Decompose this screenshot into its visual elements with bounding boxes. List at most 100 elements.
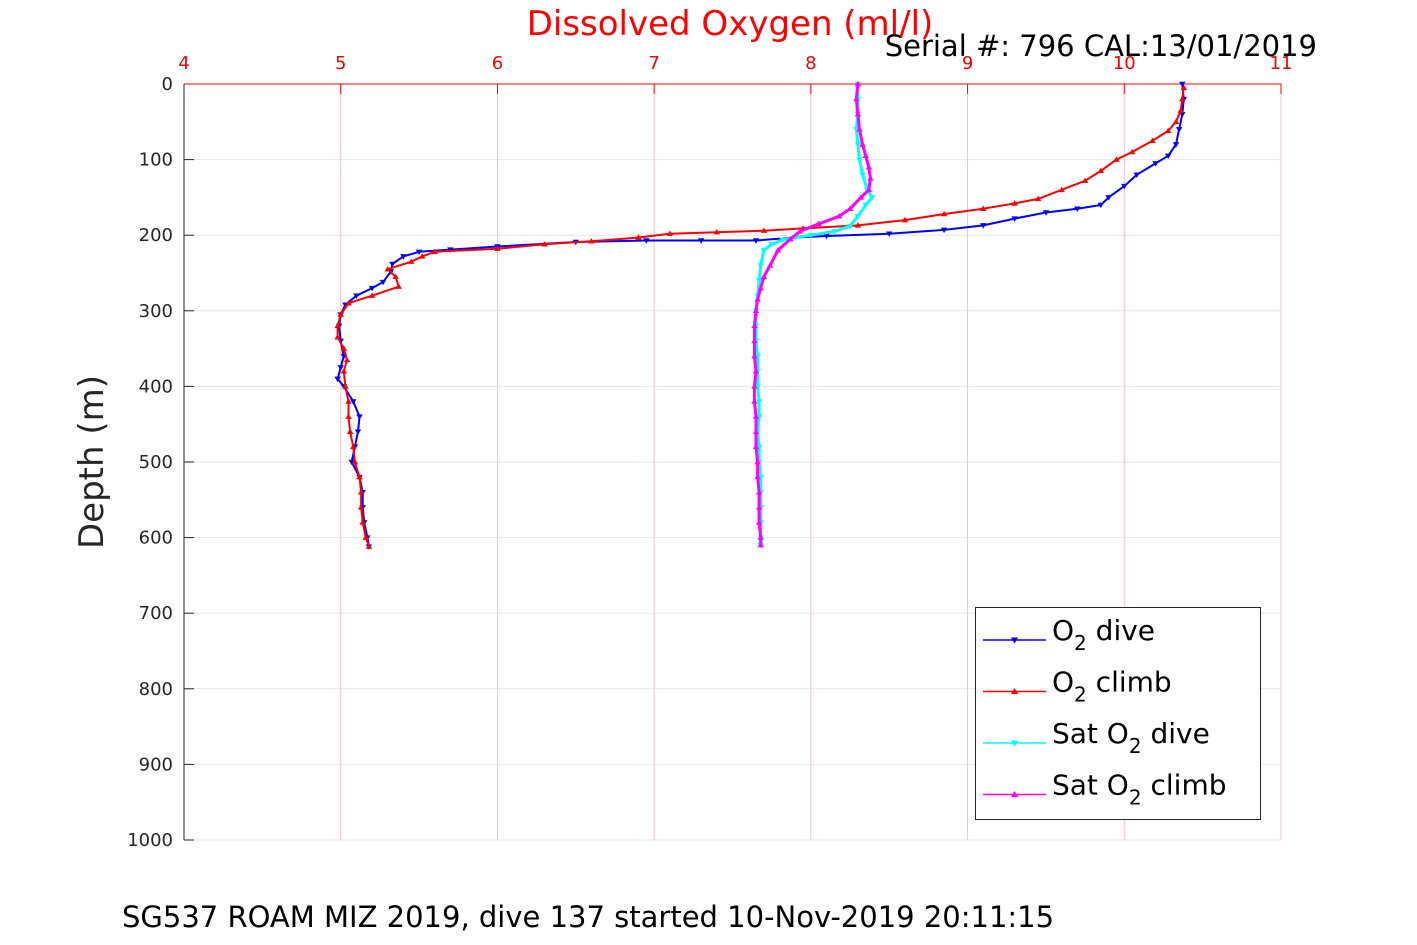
legend: O2 dive O2 climb Sat O2 dive Sat O2 climb (975, 607, 1261, 820)
y-tick-label: 900 (139, 754, 173, 775)
data-point (419, 253, 426, 259)
data-point (980, 223, 987, 229)
x-tick-label: 5 (335, 53, 346, 74)
data-series (334, 80, 1188, 550)
data-point (348, 459, 355, 466)
data-point (337, 311, 344, 317)
data-point (1177, 107, 1184, 113)
data-point (854, 222, 862, 228)
y-tick-label: 500 (139, 452, 173, 473)
data-point (1113, 156, 1120, 162)
data-point (854, 142, 862, 148)
y-tick-label: 300 (139, 301, 173, 322)
data-point (408, 258, 415, 264)
data-point (766, 262, 774, 268)
series-line (754, 84, 874, 546)
legend-entry-label: O2 dive (1052, 614, 1155, 655)
data-point (1180, 84, 1188, 91)
series-o2-climb (334, 84, 1188, 549)
data-point (815, 220, 822, 227)
y-tick-label: 200 (139, 225, 173, 246)
data-point (854, 214, 862, 220)
data-point (757, 474, 764, 481)
series-sat-o2-dive (752, 81, 876, 549)
data-point (1121, 183, 1128, 190)
data-point (541, 241, 548, 247)
data-point (635, 234, 642, 240)
data-point (1179, 95, 1186, 102)
data-point (362, 534, 369, 540)
legend-entry-label: Sat O2 climb (1052, 769, 1227, 810)
data-point (755, 504, 763, 510)
data-point (859, 172, 866, 178)
data-point (1179, 81, 1186, 88)
data-point (755, 489, 763, 495)
x-tick-label: 8 (805, 53, 816, 74)
legend-entry-label: O2 climb (1052, 666, 1172, 707)
data-point (400, 254, 407, 260)
data-point (901, 216, 909, 223)
data-point (1097, 202, 1104, 209)
data-point (342, 383, 349, 389)
chart-title: Dissolved Oxygen (ml/l) (527, 4, 934, 44)
data-point (755, 278, 763, 284)
data-point (807, 232, 815, 239)
data-point (431, 248, 438, 255)
axes (183, 83, 1282, 841)
data-point (980, 205, 987, 211)
data-point (1011, 216, 1018, 222)
data-point (751, 383, 758, 389)
data-point (1034, 195, 1042, 202)
data-point (755, 444, 763, 451)
data-point (713, 228, 721, 235)
data-point (356, 414, 363, 420)
y-tick-label: 1000 (127, 830, 173, 851)
y-tick-label: 600 (139, 528, 173, 549)
data-point (886, 231, 893, 237)
y-tick-label: 800 (139, 679, 173, 700)
data-point (752, 428, 760, 434)
data-point (346, 428, 354, 434)
data-point (754, 296, 761, 302)
data-point (862, 202, 869, 209)
data-point (1105, 195, 1112, 201)
y-tick-labels: 0 100 200 300 400 500 600 700 800 900 1000 (127, 74, 173, 851)
legend-swatch-marker (1011, 740, 1018, 747)
data-point (856, 126, 863, 132)
data-point (1081, 177, 1089, 184)
data-point (752, 413, 760, 419)
data-point (751, 322, 758, 329)
data-point (755, 519, 763, 525)
data-point (751, 352, 758, 359)
data-point (779, 237, 786, 243)
data-point (846, 205, 854, 211)
data-point (867, 175, 874, 181)
data-point (768, 242, 775, 248)
legend-swatch-marker (1011, 688, 1018, 694)
data-point (1152, 161, 1159, 167)
data-point (345, 300, 352, 306)
data-point (856, 157, 863, 163)
data-point (1175, 127, 1183, 133)
data-point (350, 443, 357, 450)
data-point (831, 229, 838, 235)
data-point (1149, 137, 1156, 143)
data-point (351, 458, 359, 465)
data-point (368, 292, 376, 298)
data-point (751, 398, 758, 404)
x-tick-label: 9 (962, 53, 973, 74)
data-point (337, 365, 344, 371)
data-point (854, 80, 862, 87)
y-tick-label: 400 (139, 376, 173, 397)
data-point (1058, 186, 1065, 193)
data-point (1179, 112, 1186, 118)
series-line (752, 83, 872, 546)
data-point (354, 429, 362, 435)
data-point (865, 186, 873, 193)
data-point (754, 353, 761, 360)
legend-entry-label: Sat O2 dive (1052, 717, 1210, 758)
data-point (334, 322, 341, 329)
data-point (389, 261, 396, 268)
data-point (854, 111, 862, 117)
